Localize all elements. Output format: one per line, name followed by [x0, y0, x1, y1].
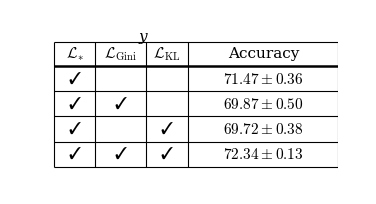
Text: $\checkmark$: $\checkmark$	[68, 71, 82, 88]
Text: $69.72 \pm 0.38$: $69.72 \pm 0.38$	[223, 122, 304, 137]
Text: $69.87 \pm 0.50$: $69.87 \pm 0.50$	[223, 97, 304, 112]
Text: $71.47 \pm 0.36$: $71.47 \pm 0.36$	[223, 72, 304, 86]
Text: $\checkmark$: $\checkmark$	[68, 96, 82, 113]
Text: Accuracy: Accuracy	[228, 47, 299, 61]
Text: $\checkmark$: $\checkmark$	[114, 146, 127, 163]
Text: y: y	[139, 30, 147, 44]
Text: $\checkmark$: $\checkmark$	[68, 121, 82, 138]
Text: $\mathcal{L}_{*}$: $\mathcal{L}_{*}$	[66, 45, 83, 63]
Text: $\checkmark$: $\checkmark$	[68, 146, 82, 163]
Text: $\checkmark$: $\checkmark$	[160, 146, 174, 163]
Text: $\mathcal{L}_{\mathrm{Gini}}$: $\mathcal{L}_{\mathrm{Gini}}$	[104, 45, 137, 63]
Text: $\checkmark$: $\checkmark$	[160, 121, 174, 138]
Text: $\mathcal{L}_{\mathrm{KL}}$: $\mathcal{L}_{\mathrm{KL}}$	[153, 45, 181, 63]
Text: $\checkmark$: $\checkmark$	[114, 96, 127, 113]
Text: $72.34 \pm 0.13$: $72.34 \pm 0.13$	[223, 147, 304, 162]
